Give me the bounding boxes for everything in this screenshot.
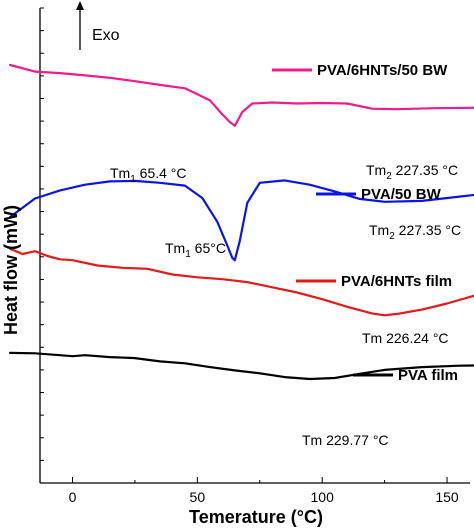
series-line-2 bbox=[9, 179, 474, 262]
legend-label: PVA/6HNTs/50 BW bbox=[317, 62, 448, 79]
legend: PVA/6HNTs/50 BW PVA/50 BW PVA/6HNTs film PV… bbox=[272, 62, 458, 384]
peak-annotation: Tm 226.24 °C bbox=[362, 330, 449, 346]
y-axis-label: Heat flow (mW) bbox=[1, 205, 21, 335]
legend-label: PVA/6HNTs film bbox=[341, 273, 452, 290]
peak-annotation: Tm 229.77 °C bbox=[302, 432, 389, 448]
axes: 050100150200250 bbox=[39, 1, 470, 505]
x-tick-label: 0 bbox=[69, 489, 77, 505]
series-line-4 bbox=[9, 351, 474, 381]
x-tick-label: 100 bbox=[311, 489, 335, 505]
legend-label: PVA film bbox=[398, 367, 458, 384]
peak-annotation: Tm1 65.4 °C bbox=[110, 165, 187, 185]
peak-annotation: Tm2 227.35 °C bbox=[366, 162, 458, 182]
peak-annotation: Tm1 65°C bbox=[165, 240, 226, 260]
annotations: Tm1 65.4 °C Tm2 227.35 °C Tm1 65°C Tm2 227.… bbox=[110, 162, 461, 448]
x-tick-label: 150 bbox=[435, 489, 459, 505]
exo-arrow-head bbox=[76, 1, 84, 10]
legend-label: PVA/50 BW bbox=[361, 186, 442, 203]
series-line-3 bbox=[9, 247, 474, 317]
series-line-1 bbox=[9, 63, 474, 127]
series-layer bbox=[9, 63, 474, 381]
peak-annotation: Tm2 227.35 °C bbox=[369, 222, 461, 242]
x-tick-label: 50 bbox=[190, 489, 206, 505]
exo-label: Exo bbox=[92, 27, 120, 44]
x-axis-label: Temerature (°C) bbox=[189, 507, 323, 527]
